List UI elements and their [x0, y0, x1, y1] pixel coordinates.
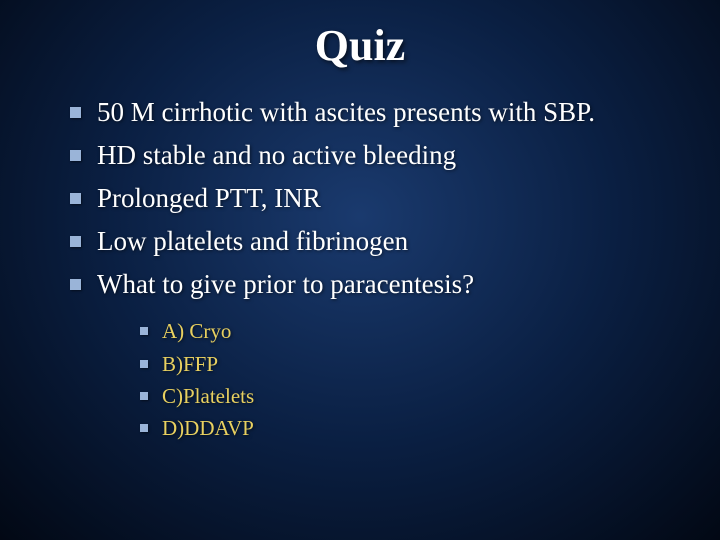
sub-item-text: D)DDAVP [162, 415, 254, 442]
square-bullet-icon [70, 193, 81, 204]
square-bullet-icon [140, 392, 148, 400]
slide-title: Quiz [40, 20, 680, 71]
list-item: Prolonged PTT, INR [70, 181, 680, 216]
square-bullet-icon [140, 424, 148, 432]
list-item: Low platelets and fibrinogen [70, 224, 680, 259]
slide-container: Quiz 50 M cirrhotic with ascites present… [0, 0, 720, 540]
main-bullet-list: 50 M cirrhotic with ascites presents wit… [40, 95, 680, 302]
sub-bullet-list: A) Cryo B)FFP C)Platelets D)DDAVP [40, 318, 680, 442]
square-bullet-icon [70, 107, 81, 118]
list-item: C)Platelets [140, 383, 680, 410]
square-bullet-icon [70, 236, 81, 247]
sub-item-text: C)Platelets [162, 383, 254, 410]
main-item-text: What to give prior to paracentesis? [97, 267, 474, 302]
square-bullet-icon [70, 279, 81, 290]
main-item-text: Low platelets and fibrinogen [97, 224, 408, 259]
list-item: B)FFP [140, 351, 680, 378]
square-bullet-icon [140, 360, 148, 368]
list-item: HD stable and no active bleeding [70, 138, 680, 173]
sub-item-text: A) Cryo [162, 318, 231, 345]
main-item-text: HD stable and no active bleeding [97, 138, 456, 173]
sub-item-text: B)FFP [162, 351, 218, 378]
list-item: 50 M cirrhotic with ascites presents wit… [70, 95, 680, 130]
main-item-text: Prolonged PTT, INR [97, 181, 321, 216]
main-item-text: 50 M cirrhotic with ascites presents wit… [97, 95, 595, 130]
list-item: What to give prior to paracentesis? [70, 267, 680, 302]
square-bullet-icon [140, 327, 148, 335]
square-bullet-icon [70, 150, 81, 161]
list-item: D)DDAVP [140, 415, 680, 442]
list-item: A) Cryo [140, 318, 680, 345]
